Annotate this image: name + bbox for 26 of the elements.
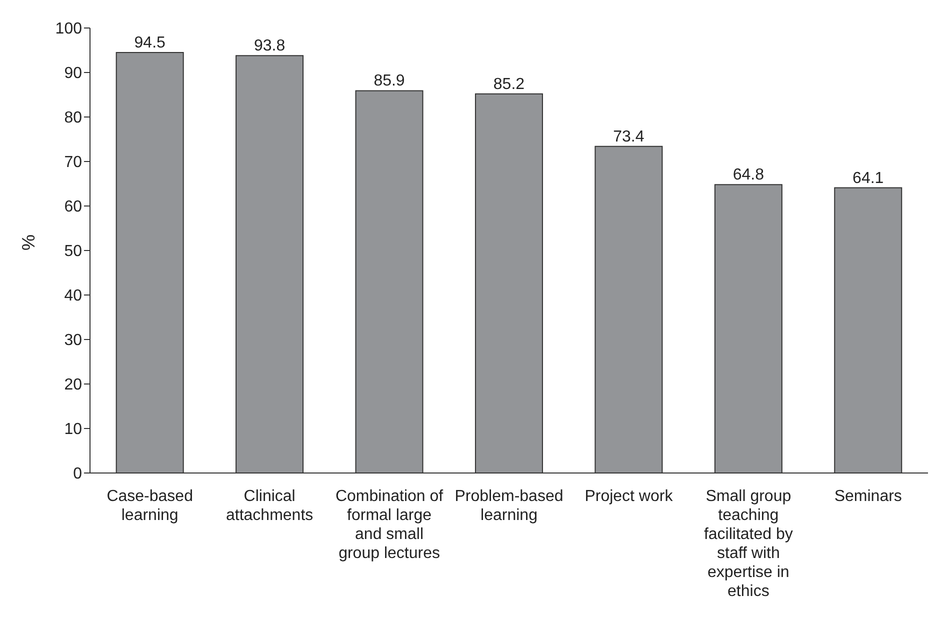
y-tick-label: 80: [64, 110, 82, 127]
x-tick-label: Combination of formal large and small group lectures: [335, 488, 444, 562]
y-tick-label: 0: [73, 466, 82, 483]
data-label: 73.4: [613, 128, 644, 146]
y-tick-label: 10: [64, 421, 82, 438]
y-tick-label: 100: [55, 20, 82, 38]
y-axis-title: %: [18, 234, 38, 250]
y-tick-label: 60: [64, 198, 82, 216]
x-tick-label: Project work: [584, 488, 674, 505]
x-tick-label: Problem-based learning: [454, 488, 564, 524]
y-tick-label: 50: [64, 243, 82, 260]
data-label: 85.2: [493, 76, 525, 93]
data-label: 64.8: [732, 166, 764, 184]
data-label: 64.1: [852, 170, 884, 187]
y-tick-label: 90: [64, 65, 82, 82]
x-tick-label: Seminars: [834, 488, 902, 505]
x-tick-label: Case-based learning: [106, 488, 193, 524]
data-label: 85.9: [374, 72, 405, 90]
y-tick-label: 70: [64, 154, 82, 172]
x-tick-label: Small group teaching facilitated by staff with expertise in ethics: [704, 488, 793, 600]
data-label: 93.8: [254, 38, 286, 55]
y-tick-label: 40: [64, 288, 82, 305]
x-tick-label: Clinical attachments: [226, 488, 314, 524]
y-tick-label: 30: [64, 332, 82, 350]
y-tick-label: 20: [64, 376, 82, 394]
data-label: 94.5: [134, 34, 166, 52]
